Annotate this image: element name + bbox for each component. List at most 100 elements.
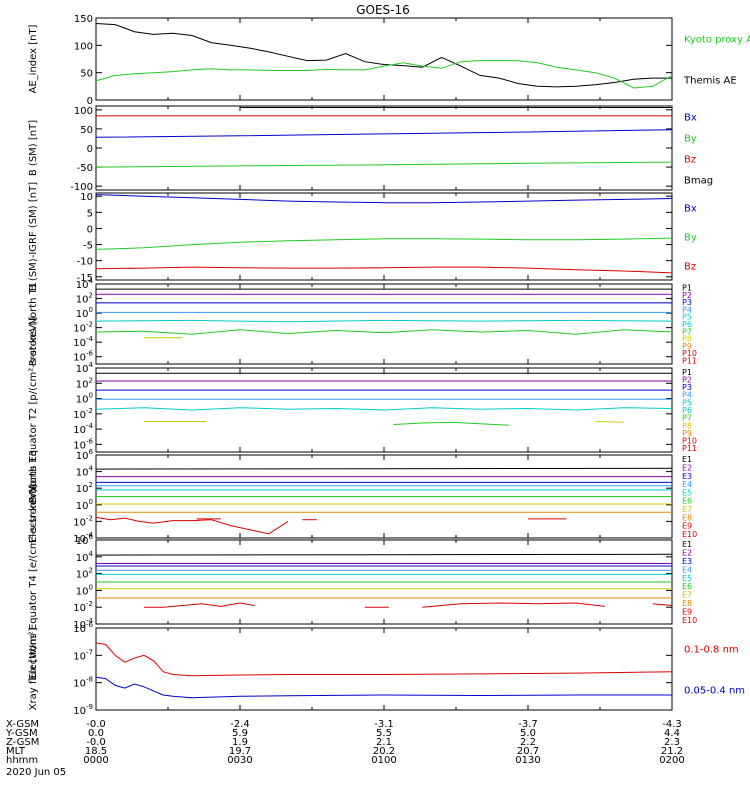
- legend-entry: E8: [682, 513, 692, 522]
- y-tick-label: 0: [87, 224, 93, 235]
- y-tick-label-base: 10: [73, 651, 86, 662]
- legend-entry: P10: [682, 437, 697, 446]
- legend-entry: P6: [682, 320, 692, 329]
- series-bz: [95, 266, 673, 274]
- y-tick-label: 100: [76, 498, 93, 512]
- legend-entry: E7: [682, 505, 692, 514]
- legend-entry: E8: [682, 599, 692, 608]
- series-p5: [95, 319, 673, 323]
- y-tick-label-exponent: 2: [89, 376, 93, 384]
- y-tick-label-base: 10: [73, 410, 86, 421]
- y-tick-label-exponent: -8: [86, 676, 93, 684]
- y-tick-label: 10-9: [73, 703, 93, 717]
- y-tick-label-exponent: -4: [86, 335, 94, 343]
- y-tick-label: 10-2: [73, 407, 93, 421]
- y-tick-label-exponent: 4: [89, 465, 94, 473]
- y-tick-label-exponent: -6: [86, 621, 94, 629]
- x-axis-value: 21.2: [661, 746, 683, 757]
- series-bx: [95, 129, 673, 138]
- y-tick-label-exponent: 0: [89, 583, 93, 591]
- y-tick-label-base: 10: [76, 553, 89, 564]
- y-tick-label: 10-2: [73, 321, 93, 335]
- y-tick-label-exponent: 4: [89, 550, 94, 558]
- legend-entry: P8: [682, 421, 692, 430]
- legend-entry: P1: [682, 368, 692, 377]
- y-tick-label-exponent: -9: [86, 703, 93, 711]
- y-tick-label-base: 10: [73, 440, 86, 451]
- x-axis-value: -2.4: [230, 719, 250, 730]
- x-axis-row-label: Y-GSM: [5, 728, 38, 739]
- legend-entry: P5: [682, 398, 692, 407]
- y-tick-label-base: 10: [76, 395, 89, 406]
- y-tick-label-base: 10: [76, 295, 89, 306]
- panel-frame: [95, 283, 673, 365]
- x-axis-row-label: MLT: [6, 746, 26, 757]
- y-tick-label-exponent: 2: [89, 567, 93, 575]
- date-label: 2020 Jun 05: [6, 767, 66, 778]
- legend-entry: E2: [682, 549, 692, 558]
- y-tick-label: 100: [76, 306, 93, 320]
- legend-entry: E6: [682, 497, 692, 506]
- x-axis-value: 2.3: [664, 737, 680, 748]
- series-e9: [95, 516, 289, 535]
- y-tick-label-base: 10: [73, 517, 86, 528]
- y-tick-label: 102: [76, 567, 93, 581]
- y-tick-label: 102: [76, 292, 93, 306]
- y-tick-label: 150: [74, 14, 93, 25]
- panel-1: 0 50 100 150 AE_index [nT] Kyoto proxy AE Them…: [28, 14, 750, 107]
- y-tick-label: 10-7: [73, 648, 93, 662]
- legend-entry: By: [684, 233, 697, 244]
- x-axis-value: 0130: [515, 755, 540, 766]
- y-tick-label-base: 10: [73, 534, 86, 545]
- panel-frame: [95, 105, 673, 191]
- y-tick-label: 10-6: [73, 350, 93, 364]
- y-tick-label-exponent: -7: [86, 648, 93, 656]
- legend: 0.1-0.8 nm 0.05-0.4 nm: [684, 645, 745, 697]
- y-tick-label: 104: [76, 465, 94, 479]
- legend-entry: Bx: [684, 204, 697, 215]
- series-by: [95, 237, 673, 250]
- x-axis-value: 5.5: [376, 728, 392, 739]
- x-axis-value: 0000: [83, 755, 108, 766]
- series-bx: [95, 194, 673, 204]
- legend-entry: Bx: [684, 113, 697, 124]
- y-tick-label: 104: [76, 361, 94, 375]
- legend: Bx By Bz: [684, 204, 697, 273]
- legend-entry: E9: [682, 607, 692, 616]
- y-tick-label-exponent: -2: [86, 407, 93, 415]
- x-axis-value: -3.7: [518, 719, 538, 730]
- y-axis-label: Electrons North T3: [28, 450, 39, 543]
- series-0-1-0-8-nm: [95, 642, 673, 677]
- legend-entry: P6: [682, 406, 692, 415]
- y-tick-label-base: 10: [76, 501, 89, 512]
- y-axis-label: Protons North T1: [28, 282, 39, 366]
- legend: Bx By Bz Bmag: [684, 113, 713, 187]
- y-tick-label-exponent: 2: [89, 481, 93, 489]
- legend-entry: E1: [682, 540, 692, 549]
- x-axis-value: -4.3: [662, 719, 682, 730]
- y-tick-label-base: 10: [76, 468, 89, 479]
- series-e9c: [422, 602, 605, 608]
- y-axis-label: Xray flux [W/m²]: [28, 628, 39, 711]
- x-axis-value: 19.7: [229, 746, 251, 757]
- legend-entry: P3: [682, 383, 692, 392]
- y-tick-label: 10-4: [73, 422, 93, 436]
- legend-entry: P9: [682, 342, 692, 351]
- y-tick-label: 10-2: [73, 514, 93, 528]
- y-tick-label: -5: [83, 241, 93, 252]
- y-tick-label-exponent: 0: [89, 498, 93, 506]
- y-tick-label-exponent: 4: [89, 361, 94, 369]
- y-tick-label-base: 10: [73, 706, 86, 717]
- legend-entry: E7: [682, 591, 692, 600]
- y-tick-label-exponent: 0: [89, 306, 93, 314]
- y-tick-label-base: 10: [73, 425, 86, 436]
- y-tick-label-base: 10: [76, 570, 89, 581]
- legend-entry: E3: [682, 472, 692, 481]
- y-tick-label: 0: [87, 144, 93, 155]
- y-tick-label-exponent: -4: [86, 617, 94, 625]
- series-by: [95, 161, 673, 168]
